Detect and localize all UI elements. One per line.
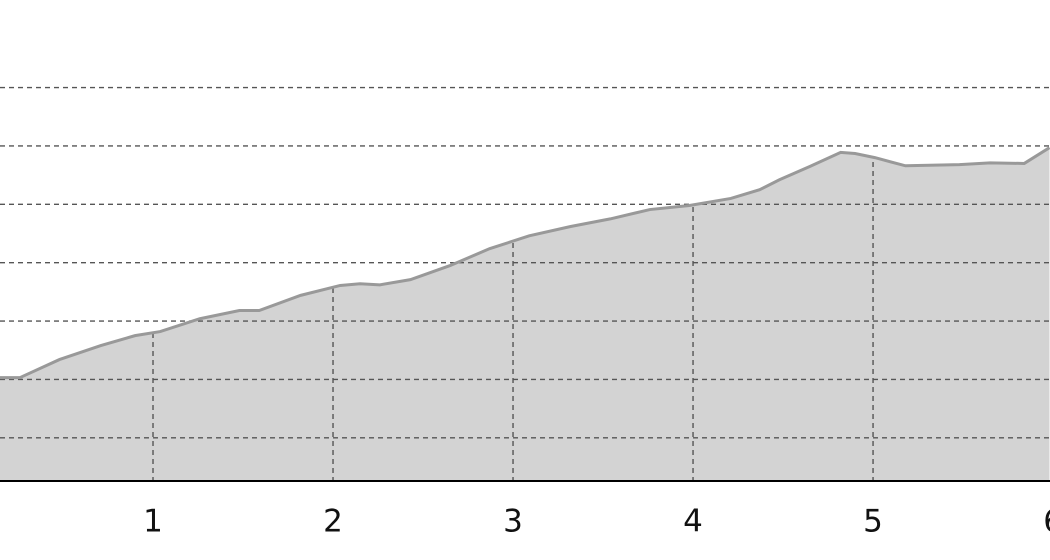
x-tick-label: 5	[863, 504, 883, 540]
x-tick-label: 1	[143, 504, 163, 540]
area-line	[0, 146, 1050, 380]
x-tick-label: 4	[683, 504, 703, 540]
area-fill	[0, 147, 1050, 482]
x-tick-label: 6	[1043, 504, 1050, 540]
vertical-grid	[152, 147, 874, 481]
x-tick-label: 2	[323, 504, 343, 540]
x-tick-label: 3	[503, 504, 523, 540]
